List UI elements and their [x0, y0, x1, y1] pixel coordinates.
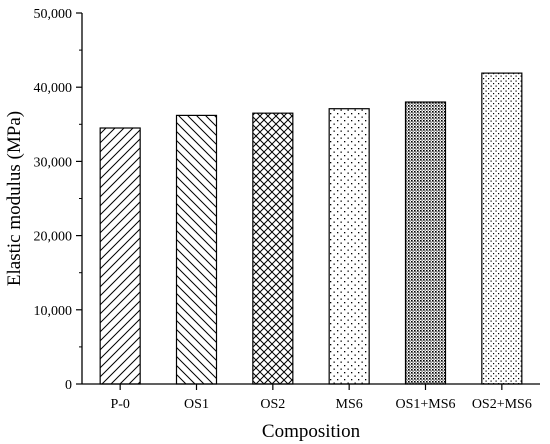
bar-p-0	[99, 127, 141, 385]
x-tick-label: OS2+MS6	[472, 397, 532, 412]
y-tick-label: 20,000	[34, 230, 73, 245]
x-tick-label: OS1+MS6	[395, 397, 455, 412]
y-tick-label: 0	[65, 378, 72, 393]
x-tick-label: OS2	[260, 397, 285, 412]
y-tick-label: 50,000	[34, 7, 73, 22]
bar-os2	[252, 112, 294, 385]
x-tick-label: OS1	[184, 397, 209, 412]
y-axis-title: Elastic modulus (MPa)	[4, 111, 25, 286]
x-tick-label: P-0	[110, 397, 129, 412]
bars	[99, 72, 523, 385]
y-tick-label: 30,000	[34, 155, 73, 170]
bar-os2-ms6	[481, 72, 523, 385]
bar-os1-ms6	[404, 101, 447, 385]
x-axis-ticks: P-0 OS1 OS2 MS6 OS1+MS6 OS2+MS6	[110, 384, 532, 412]
x-tick-label: MS6	[336, 397, 363, 412]
y-axis-ticks: 0 10,000 20,000 30,000 40,000 50,000	[34, 7, 82, 393]
x-axis-title: Composition	[262, 421, 361, 442]
bar-ms6	[328, 108, 370, 385]
y-tick-label: 10,000	[34, 304, 73, 319]
y-tick-label: 40,000	[34, 81, 73, 96]
bar-os1	[175, 114, 218, 385]
